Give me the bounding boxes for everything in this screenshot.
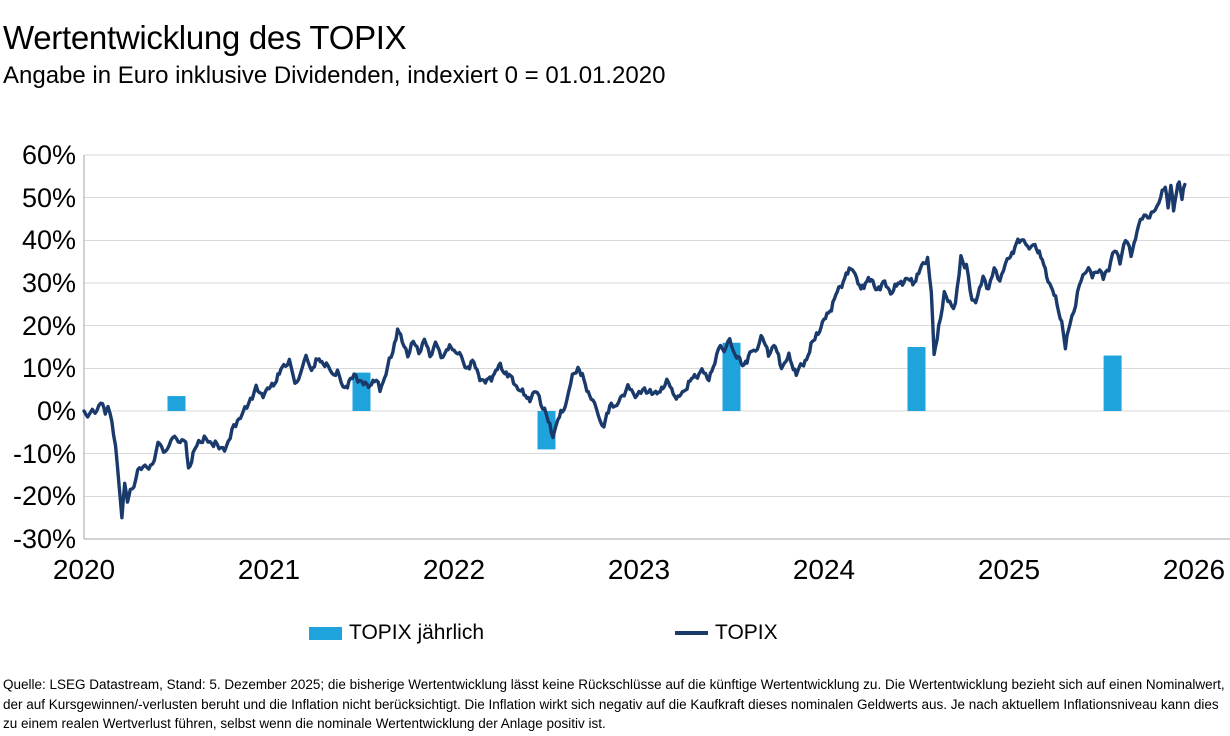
x-tick-label: 2024 [792,554,856,585]
y-tick-label: 30% [21,268,76,298]
legend-item-topix: TOPIX [675,620,778,646]
y-tick-label: 60% [21,140,76,170]
chart-title: Wertentwicklung des TOPIX [3,19,407,56]
bar-series-swatch-icon [309,626,342,640]
x-tick-label: 2020 [52,554,116,585]
y-tick-label: 20% [21,311,76,341]
y-tick-label: 50% [21,183,76,213]
x-tick-label: 2021 [237,554,301,585]
y-tick-label: -20% [12,481,76,511]
source-footnote: Quelle: LSEG Datastream, Stand: 5. Dezem… [3,677,1225,731]
x-tick-label: 2023 [607,554,671,585]
line-series-swatch-icon [675,631,708,635]
x-tick-label: 2022 [422,554,486,585]
x-tick-label: 2025 [977,554,1041,585]
legend-label-line-series: TOPIX [715,621,778,644]
y-tick-label: 40% [21,225,76,255]
x-tick-label: 2026 [1162,554,1226,585]
y-tick-label: 10% [21,353,76,383]
y-tick-label: -10% [12,439,76,469]
chart-subtitle: Angabe in Euro inklusive Dividenden, ind… [3,62,666,89]
y-tick-label: 0% [36,396,76,426]
y-tick-label: -30% [12,524,76,554]
legend-label-bar-series: TOPIX jährlich [349,621,484,644]
legend-item-topix-jaehrlich: TOPIX jährlich [309,620,484,646]
